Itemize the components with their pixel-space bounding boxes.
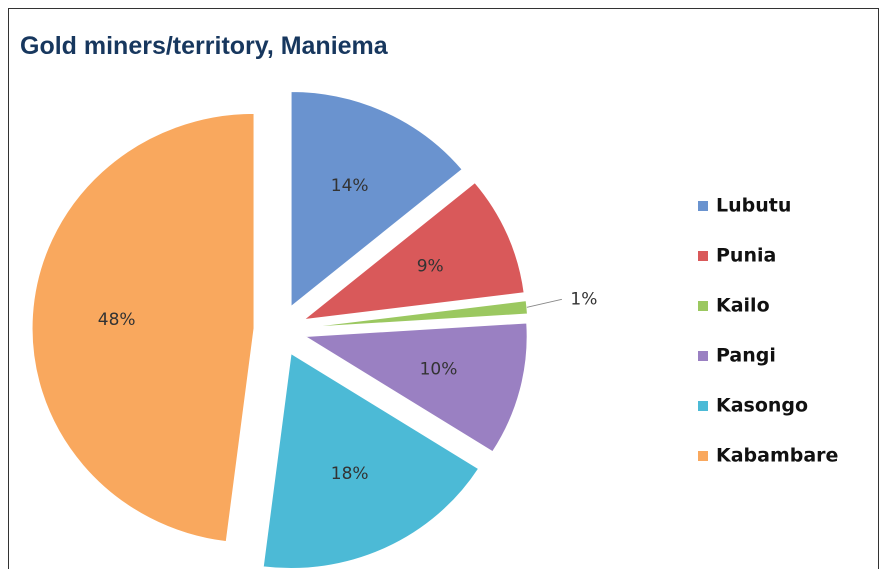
chart-title: Gold miners/territory, Maniema bbox=[20, 32, 389, 60]
legend-label: Lubutu bbox=[716, 195, 791, 217]
legend-swatch bbox=[698, 251, 708, 261]
data-label: 1% bbox=[570, 289, 597, 309]
legend-label: Kailo bbox=[716, 295, 770, 317]
legend-label: Punia bbox=[716, 245, 776, 267]
legend-label: Kasongo bbox=[716, 395, 808, 417]
data-label: 18% bbox=[331, 464, 369, 484]
pie-slice bbox=[290, 90, 463, 308]
data-label: 10% bbox=[420, 360, 458, 380]
legend-label: Pangi bbox=[716, 345, 776, 367]
data-label: 9% bbox=[417, 257, 444, 277]
legend-swatch bbox=[698, 301, 708, 311]
pie-slice bbox=[303, 322, 528, 453]
legend-swatch bbox=[698, 201, 708, 211]
data-label: 14% bbox=[331, 176, 369, 196]
legend-swatch bbox=[698, 401, 708, 411]
data-label: 48% bbox=[98, 310, 136, 330]
legend-swatch bbox=[698, 351, 708, 361]
pie-slice bbox=[262, 352, 480, 569]
legend-label: Kabambare bbox=[716, 445, 838, 467]
leader-line bbox=[526, 298, 563, 308]
frame bbox=[8, 8, 879, 569]
legend: Lubutu Punia Kailo Pangi Kasongo Kabambare bbox=[698, 195, 838, 467]
pie-slice bbox=[302, 181, 525, 321]
pie-slice bbox=[31, 112, 255, 543]
pie: 14% 9% 1% 10% 18% 48% bbox=[31, 90, 597, 569]
legend-swatch bbox=[698, 451, 708, 461]
